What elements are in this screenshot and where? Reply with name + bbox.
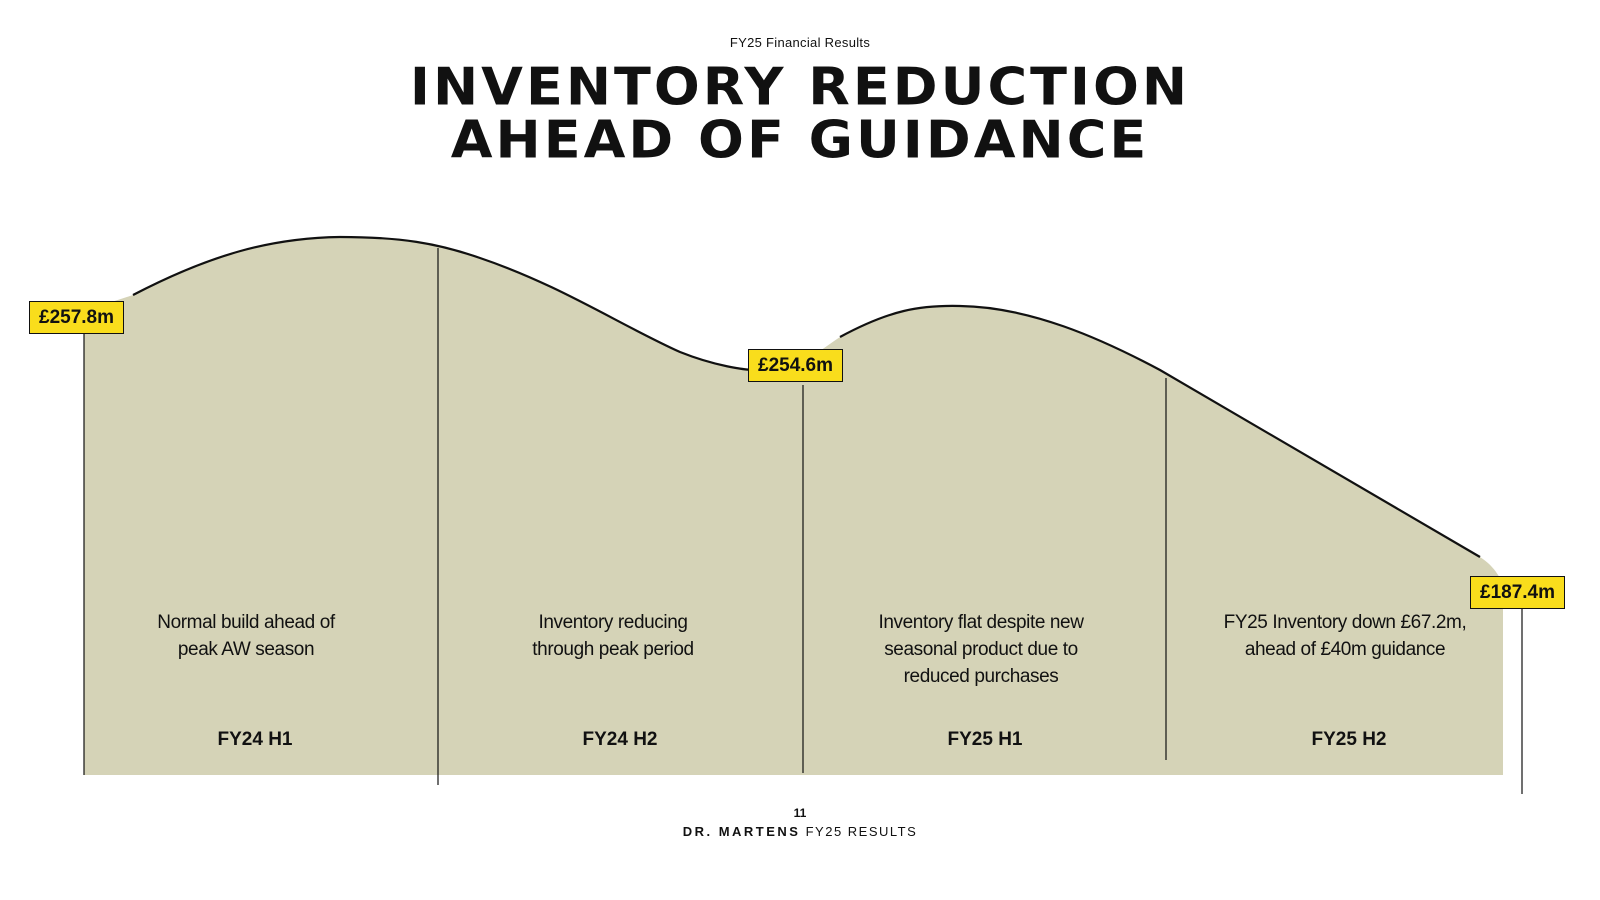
annotation-fy25-h1: Inventory flat despite new seasonal prod… [851, 609, 1111, 690]
annotation-fy25-h2: FY25 Inventory down £67.2m, ahead of £40… [1195, 609, 1495, 663]
annotation-fy24-h1-line1: Normal build ahead of [157, 612, 335, 633]
annotation-fy24-h1-line2: peak AW season [177, 639, 315, 660]
annotation-fy25-h2-line2: ahead of £40m guidance [1244, 639, 1446, 660]
value-label-start: £257.8m [29, 301, 125, 334]
footer-brand: DR. MARTENS [682, 824, 801, 839]
kicker: FY25 Financial Results [729, 35, 871, 50]
footer: DR. MARTENS FY25 RESULTS [0, 824, 1600, 839]
annotation-fy24-h2: Inventory reducing through peak period [498, 609, 728, 663]
annotation-fy24-h1: Normal build ahead of peak AW season [131, 609, 361, 663]
area-fill [84, 237, 1503, 775]
title-line-2: AHEAD OF GUIDANCE [450, 110, 1150, 171]
annotation-fy25-h2-line1: FY25 Inventory down £67.2m, [1223, 612, 1467, 633]
annotation-fy25-h1-line3: reduced purchases [903, 666, 1059, 687]
page-number: 11 [793, 806, 807, 820]
period-label-fy24-h1: FY24 H1 [217, 729, 293, 750]
period-label-fy24-h2: FY24 H2 [582, 729, 658, 750]
title-line-1: INVENTORY REDUCTION [409, 57, 1191, 117]
annotation-fy24-h2-line2: through peak period [532, 639, 694, 660]
value-label-mid: £254.6m [748, 349, 844, 382]
page-title: INVENTORY REDUCTION AHEAD OF GUIDANCE [0, 57, 1600, 171]
period-label-fy25-h2: FY25 H2 [1311, 729, 1387, 750]
annotation-fy24-h2-line1: Inventory reducing [538, 612, 688, 633]
footer-suffix: FY25 RESULTS [805, 824, 918, 839]
area-top-line [132, 235, 1481, 558]
annotation-fy25-h1-line2: seasonal product due to [884, 639, 1078, 660]
period-label-fy25-h1: FY25 H1 [947, 729, 1023, 750]
annotation-fy25-h1-line1: Inventory flat despite new [878, 612, 1084, 633]
value-label-end: £187.4m [1470, 576, 1566, 609]
